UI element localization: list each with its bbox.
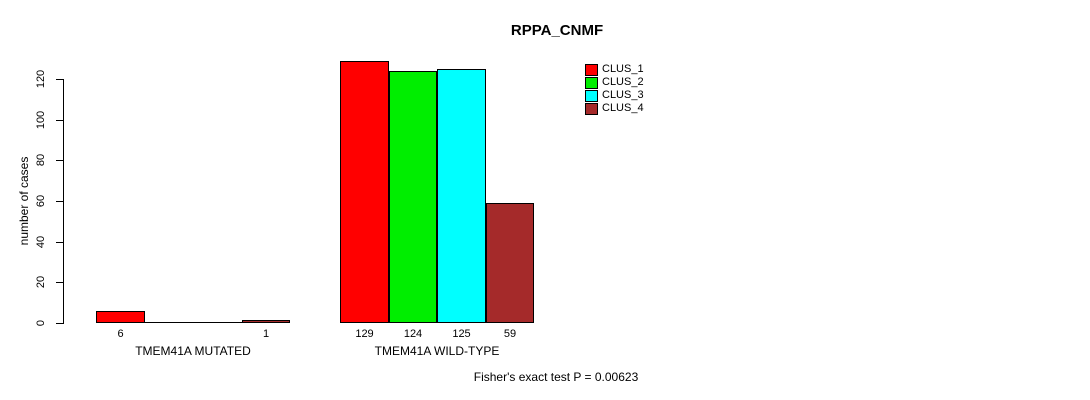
legend-label: CLUS_2 xyxy=(602,76,644,88)
y-axis-tick-label: 60 xyxy=(35,194,47,208)
legend-swatch-icon xyxy=(585,63,598,76)
y-axis-tick xyxy=(56,323,63,324)
x-group-label-mutated: TMEM41A MUTATED xyxy=(135,344,251,358)
legend: CLUS_1 CLUS_2 CLUS_3 CLUS_4 xyxy=(585,63,644,115)
y-axis-tick-label: 40 xyxy=(35,235,47,249)
y-axis-tick xyxy=(56,79,63,80)
chart-title: RPPA_CNMF xyxy=(510,22,604,39)
y-axis-tick-label: 0 xyxy=(35,319,47,327)
y-axis-tick-label: 80 xyxy=(35,153,47,167)
y-axis-line xyxy=(63,79,64,324)
y-axis-tick-label: 20 xyxy=(35,275,47,289)
y-axis-tick xyxy=(56,160,63,161)
y-axis-title: number of cases xyxy=(17,156,31,246)
bar-clus_4-group0 xyxy=(242,320,290,323)
y-axis-tick xyxy=(56,120,63,121)
zero-bar-clus_2-group0 xyxy=(145,322,193,323)
bar-clus_1-group1 xyxy=(340,61,389,323)
legend-item-clus_3: CLUS_3 xyxy=(585,89,644,102)
y-axis-tick xyxy=(56,201,63,202)
bar-value-label: 59 xyxy=(503,328,517,340)
bar-clus_4-group1 xyxy=(486,203,534,323)
legend-swatch-icon xyxy=(585,102,598,115)
fisher-test-annotation: Fisher's exact test P = 0.00623 xyxy=(473,370,639,384)
y-axis-tick-label: 100 xyxy=(35,110,47,130)
bar-value-label: 1 xyxy=(262,328,270,340)
bar-value-label: 125 xyxy=(452,328,471,340)
bar-value-label: 124 xyxy=(403,328,423,340)
legend-label: CLUS_4 xyxy=(602,102,644,114)
bar-clus_2-group1 xyxy=(389,71,437,323)
legend-swatch-icon xyxy=(585,76,598,89)
bar-clus_1-group0 xyxy=(96,311,145,323)
bar-value-label: 129 xyxy=(355,328,374,340)
legend-label: CLUS_3 xyxy=(602,89,644,101)
bar-clus_3-group1 xyxy=(437,69,486,323)
bar-value-label: 6 xyxy=(117,328,124,340)
legend-item-clus_4: CLUS_4 xyxy=(585,102,644,115)
legend-item-clus_2: CLUS_2 xyxy=(585,76,644,89)
y-axis-tick xyxy=(56,282,63,283)
x-group-label-wildtype: TMEM41A WILD-TYPE xyxy=(374,344,500,358)
y-axis-tick-label: 120 xyxy=(35,69,47,89)
legend-label: CLUS_1 xyxy=(602,63,644,75)
zero-bar-clus_3-group0 xyxy=(193,322,242,323)
legend-swatch-icon xyxy=(585,89,598,102)
y-axis-tick xyxy=(56,242,63,243)
legend-item-clus_1: CLUS_1 xyxy=(585,63,644,76)
